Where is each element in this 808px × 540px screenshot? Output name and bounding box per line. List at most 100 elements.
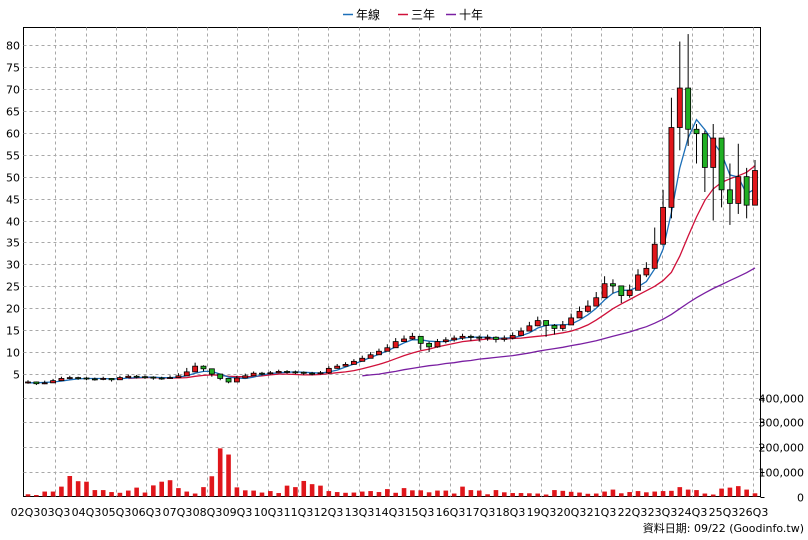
x-axis: 02Q3 03Q3 04Q3 05Q3 06Q3 07Q3 08Q3 09Q3 10Q3 11Q3… [11,506,769,519]
price-tick-label: 55 [6,150,20,163]
candle [601,276,608,299]
volume-bar [109,492,114,497]
volume-bar [368,491,373,497]
candle [618,285,625,303]
candle-body [701,133,708,168]
candle-body [676,87,683,128]
candle-body [442,339,449,343]
candle-body [292,371,299,374]
candle [225,378,232,384]
candle-body [25,381,31,384]
volume-bar [100,490,106,497]
volume-bar [443,490,449,497]
candle [309,371,316,376]
volume-bar [552,490,557,497]
x-tick-label: 12Q3 [314,506,344,519]
x-tick-label: 05Q3 [102,506,132,519]
candle-body [275,371,282,374]
candle-body [200,365,207,370]
candle [83,377,90,381]
candle-body [150,376,157,379]
candle [208,368,215,377]
volume-bar [192,493,198,497]
x-tick-label: 26Q3 [739,506,769,519]
x-tick-label: 24Q3 [678,506,708,519]
candle-body [651,243,658,269]
candle [58,376,65,382]
volume-bar [301,480,307,497]
volume-bar [518,493,524,497]
x-tick-label: 04Q3 [72,506,102,519]
candle-body [518,330,524,336]
candle-body [300,371,307,374]
candle-body [618,285,625,296]
candle [509,332,516,340]
volume-tick-label: 200,000 [759,442,805,455]
x-tick-label: 23Q3 [648,506,678,519]
candle [518,327,524,336]
candle-body [534,320,541,327]
candle [459,333,466,340]
volume-bar [318,485,323,497]
candle-body [743,176,750,206]
candle [484,334,491,341]
price-axis: 5 10 15 20 25 30 35 40 45 50 55 60 65 70 75 80 [6,40,20,382]
price-tick-label: 50 [6,172,20,185]
volume-bar [635,491,641,497]
volume-bar [75,481,81,497]
candle-body [551,324,558,329]
x-tick-label: 15Q3 [405,506,435,519]
candle-body [376,350,382,356]
candle-body [234,377,240,383]
volume-bar [568,491,574,497]
year-ma-line [28,118,756,384]
candle [41,380,48,385]
volume-bar [735,486,741,497]
candle [392,338,399,349]
candle-body [559,324,566,329]
price-tick-label: 65 [6,106,20,119]
price-tick-label: 5 [13,369,20,382]
price-tick-label: 15 [6,325,20,338]
volume-bar [744,489,749,497]
candle [467,334,474,341]
volume-bar [401,488,407,497]
candle [259,371,265,376]
candle-body [526,325,533,332]
candle-body [593,297,600,307]
candle [284,370,290,374]
volume-bar [669,490,674,497]
volume-bar [259,492,265,497]
candle [409,332,416,340]
candle [660,189,666,245]
candle [133,374,140,379]
candle [651,227,658,269]
candle [501,335,508,342]
candle [417,335,424,350]
candle-body [409,335,416,340]
candle [526,321,533,332]
volume-bar [451,493,457,497]
x-tick-label: 13Q3 [345,506,375,519]
volume-bar [343,492,348,497]
candle [401,335,407,343]
candle [559,320,566,332]
candle-body [752,170,758,206]
plot-frame [23,27,761,497]
price-tick-label: 60 [6,128,20,141]
ten-year-ma-line [362,267,756,377]
volume-bar [593,493,599,497]
candle-body [367,354,374,359]
candle [33,381,40,386]
volume-bar [543,494,549,497]
candle [100,376,107,381]
volume-bar [293,487,298,497]
candle [325,366,332,375]
candle-body [259,372,265,375]
volume-bar [42,491,48,497]
legend-label: 年線 [356,7,380,22]
volume-bar [226,454,231,497]
price-tick-label: 20 [6,303,20,316]
candle-body [467,335,474,338]
candle [685,34,692,146]
